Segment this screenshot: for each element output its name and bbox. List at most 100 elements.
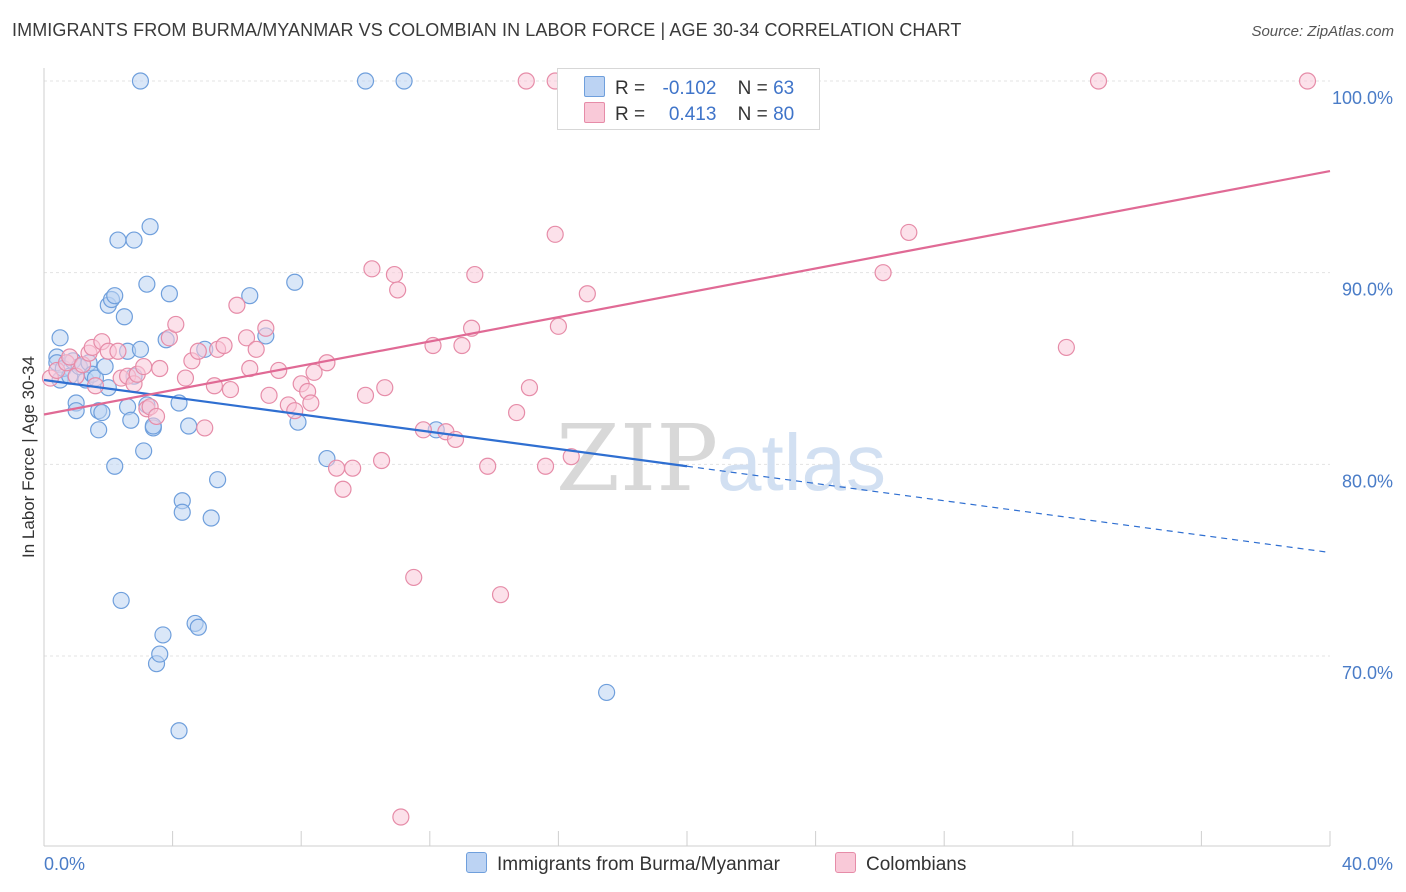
data-point — [209, 471, 227, 489]
data-point — [344, 459, 362, 477]
data-point — [106, 457, 124, 475]
y-tick-label: 80.0% — [1342, 471, 1393, 491]
data-point — [122, 411, 140, 429]
legend-swatch-colombians — [584, 102, 605, 123]
watermark: ZIP atlas — [556, 405, 886, 512]
y-tick-label: 90.0% — [1342, 280, 1393, 300]
data-point — [202, 509, 220, 527]
legend-r-value: -0.102 — [662, 78, 717, 99]
data-point — [96, 357, 114, 376]
data-point — [334, 480, 352, 498]
data-point — [508, 403, 526, 422]
data-point — [363, 260, 381, 278]
data-point — [151, 359, 169, 378]
data-point — [215, 336, 233, 355]
data-point — [257, 319, 275, 337]
x-tick-label: 40.0% — [1342, 854, 1393, 874]
data-point — [173, 503, 191, 521]
data-point — [189, 618, 207, 636]
data-point — [147, 407, 166, 426]
grid-layer — [44, 80, 1330, 657]
data-point — [286, 402, 304, 420]
series-legend-colombians[interactable]: Colombians — [835, 852, 966, 876]
y-axis-label: In Labor Force | Age 30-34 — [19, 356, 38, 558]
legend-n-label: N = — [737, 78, 768, 99]
data-point — [51, 329, 69, 347]
legend-r-label: R = — [615, 78, 646, 99]
data-point — [1089, 72, 1108, 90]
legend-row-colombians: R = 0.413 N = 80 — [584, 102, 794, 126]
data-point — [453, 336, 471, 355]
data-point — [520, 379, 539, 397]
data-point — [874, 264, 892, 282]
data-point — [549, 317, 568, 335]
data-point — [389, 281, 407, 299]
label-layer: 100.0% 90.0% 80.0% 70.0% 0.0% 40.0% In Labor F… — [19, 88, 1393, 874]
data-point — [106, 287, 124, 305]
data-point — [356, 386, 375, 404]
series-swatch-burma — [466, 852, 487, 873]
data-point — [167, 315, 185, 334]
data-point — [61, 348, 79, 366]
data-point — [302, 394, 320, 412]
data-point — [141, 218, 159, 236]
y-tick-label: 70.0% — [1342, 663, 1393, 683]
data-point — [1057, 338, 1075, 357]
data-point — [228, 296, 246, 314]
data-point — [180, 417, 198, 435]
data-point — [491, 586, 510, 604]
data-point — [67, 402, 85, 420]
legend-n-value: 63 — [773, 78, 795, 99]
data-point — [241, 287, 259, 305]
data-point — [160, 285, 178, 303]
correlation-legend: R = -0.102 N = 63 R = 0.413 N = 80 — [557, 68, 820, 130]
data-point — [93, 403, 111, 422]
trend-layer — [43, 170, 1331, 554]
series-legend-burma[interactable]: Immigrants from Burma/Myanmar — [466, 852, 780, 876]
data-point — [286, 273, 304, 291]
axis-layer — [43, 68, 1331, 847]
legend-r-value: 0.413 — [668, 104, 717, 125]
series-burma-points — [48, 72, 616, 740]
data-point — [115, 308, 133, 326]
legend-n-label: N = — [737, 104, 768, 125]
series-colombians-points — [41, 72, 1317, 826]
y-tick-label: 100.0% — [1332, 88, 1393, 108]
source-label: Source: ZipAtlas.com — [1251, 23, 1394, 40]
data-point — [247, 340, 265, 358]
data-point — [546, 225, 564, 243]
trend-line-burma-extension — [686, 465, 1331, 554]
data-point — [135, 357, 153, 376]
data-point — [900, 223, 918, 242]
series-swatch-colombians — [835, 852, 856, 873]
points-layer — [41, 72, 1317, 826]
data-point — [138, 275, 156, 293]
data-point — [109, 231, 127, 249]
data-point — [125, 231, 143, 249]
data-point — [112, 591, 130, 610]
data-point — [562, 448, 580, 466]
data-point — [260, 386, 278, 404]
data-point — [131, 72, 150, 90]
series-legend: Immigrants from Burma/Myanmar Colombians — [0, 852, 1406, 878]
data-point — [189, 342, 207, 360]
data-point — [170, 722, 188, 740]
data-point — [131, 340, 150, 358]
data-point — [196, 419, 214, 437]
data-point — [392, 808, 410, 826]
chart-title: IMMIGRANTS FROM BURMA/MYANMAR VS COLOMBI… — [12, 20, 962, 40]
data-point — [90, 421, 108, 439]
data-point — [237, 329, 256, 347]
x-tick-label: 0.0% — [44, 854, 85, 874]
data-point — [536, 457, 555, 475]
data-point — [479, 457, 497, 475]
data-point — [327, 459, 346, 477]
data-point — [1298, 72, 1317, 90]
data-point — [395, 72, 413, 90]
data-point — [356, 72, 375, 90]
data-point — [109, 342, 127, 360]
watermark-atlas: atlas — [717, 418, 886, 507]
data-point — [578, 285, 596, 303]
data-point — [151, 645, 169, 663]
